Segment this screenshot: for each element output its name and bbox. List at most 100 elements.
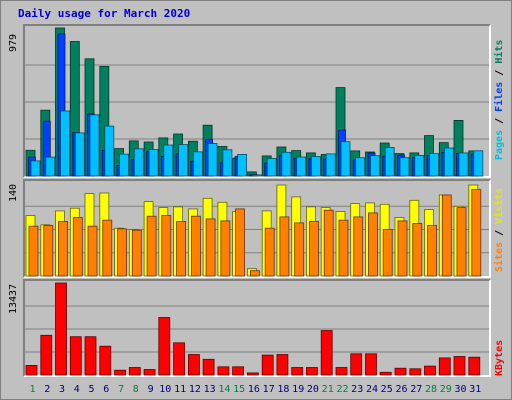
middle-bar-sites-9 <box>146 215 157 277</box>
top-bar-pages-12 <box>192 151 203 177</box>
top-bar-pages-28 <box>429 153 439 177</box>
kbytes-panel <box>23 279 491 377</box>
top-bar-pages-30 <box>458 152 469 177</box>
top-bar-pages-4 <box>74 132 85 177</box>
top-bar-pages-31 <box>473 150 484 177</box>
middle-bar-sites-2 <box>43 225 54 277</box>
top-bar-pages-19 <box>296 156 307 177</box>
hits-panel <box>23 24 491 178</box>
x-tick-label-25: 25 <box>381 384 393 395</box>
top-bar-pages-10 <box>163 144 174 177</box>
bottom-bar-kbytes-19 <box>291 367 304 376</box>
middle-legend-part-1: / <box>494 223 505 242</box>
middle-bar-sites-20 <box>308 221 319 277</box>
middle-bar-sites-26 <box>397 220 408 277</box>
x-tick-label-5: 5 <box>88 384 94 395</box>
middle-bar-sites-14 <box>220 220 231 277</box>
middle-bar-sites-19 <box>294 222 305 277</box>
x-tick-label-24: 24 <box>366 384 378 395</box>
bottom-bar-kbytes-26 <box>394 367 407 376</box>
x-tick-label-7: 7 <box>118 384 124 395</box>
middle-bar-sites-21 <box>323 209 334 277</box>
bottom-bar-kbytes-4 <box>69 336 82 376</box>
top-bar-pages-1 <box>30 160 41 177</box>
top-bar-pages-20 <box>310 156 321 177</box>
top-bar-pages-3 <box>60 110 70 177</box>
bottom-bar-kbytes-8 <box>128 367 141 376</box>
middle-bar-sites-7 <box>117 228 127 277</box>
bottom-bar-kbytes-5 <box>84 336 97 376</box>
top-bar-pages-6 <box>104 125 115 177</box>
top-bar-pages-11 <box>178 144 189 177</box>
bottom-bar-kbytes-13 <box>202 358 215 376</box>
x-tick-label-30: 30 <box>454 384 466 395</box>
top-bar-pages-23 <box>355 157 366 177</box>
top-bar-pages-25 <box>384 146 395 177</box>
top-bar-pages-16 <box>251 174 262 177</box>
x-tick-label-19: 19 <box>292 384 304 395</box>
top-bar-pages-18 <box>281 151 292 177</box>
top-legend-part-3: / <box>494 63 505 82</box>
bottom-bar-kbytes-18 <box>276 354 289 376</box>
x-tick-label-17: 17 <box>263 384 275 395</box>
middle-bar-sites-28 <box>427 225 437 277</box>
x-tick-label-15: 15 <box>233 384 245 395</box>
top-legend-part-4: Hits <box>494 39 505 64</box>
x-tick-label-26: 26 <box>395 384 407 395</box>
middle-bar-sites-6 <box>102 219 113 277</box>
middle-bar-sites-22 <box>338 219 349 277</box>
x-tick-label-23: 23 <box>351 384 363 395</box>
middle-bar-sites-17 <box>264 227 275 277</box>
x-tick-label-8: 8 <box>133 384 139 395</box>
x-tick-label-1: 1 <box>29 384 35 395</box>
chart-title: Daily usage for March 2020 <box>18 7 191 20</box>
x-tick-label-6: 6 <box>103 384 109 395</box>
x-tick-label-14: 14 <box>218 384 230 395</box>
top-bar-pages-13 <box>207 143 218 177</box>
bottom-bar-kbytes-17 <box>261 354 274 376</box>
top-bar-pages-22 <box>340 141 351 177</box>
bottom-bar-kbytes-9 <box>143 369 156 376</box>
middle-bar-sites-1 <box>28 225 39 277</box>
middle-bar-sites-15 <box>235 208 246 277</box>
bottom-bar-kbytes-23 <box>350 353 363 376</box>
x-tick-label-13: 13 <box>204 384 216 395</box>
x-tick-label-28: 28 <box>425 384 437 395</box>
x-tick-label-2: 2 <box>44 384 50 395</box>
bottom-bar-kbytes-10 <box>158 317 171 376</box>
kbytes-max-label: 13437 <box>8 283 19 314</box>
bottom-bar-kbytes-22 <box>335 367 348 376</box>
middle-bar-sites-5 <box>87 225 98 277</box>
bottom-bar-kbytes-16 <box>246 372 259 376</box>
x-tick-label-9: 9 <box>148 384 154 395</box>
top-bar-pages-5 <box>89 114 100 177</box>
middle-bar-sites-29 <box>441 194 452 277</box>
bottom-bar-kbytes-11 <box>173 342 186 376</box>
bottom-bar-kbytes-6 <box>99 345 112 376</box>
middle-bar-sites-13 <box>205 218 216 277</box>
bottom-bar-kbytes-25 <box>379 371 392 376</box>
middle-bar-sites-16 <box>249 270 260 277</box>
top-legend-part-0: Pages <box>494 129 505 160</box>
top-bar-pages-24 <box>370 155 380 177</box>
middle-bar-sites-31 <box>471 189 482 277</box>
top-bar-pages-21 <box>325 153 336 177</box>
bottom-bar-kbytes-3 <box>55 282 67 376</box>
middle-bar-sites-3 <box>58 221 68 277</box>
x-tick-label-11: 11 <box>174 384 186 395</box>
middle-bar-sites-10 <box>161 215 172 277</box>
top-legend-part-2: Files <box>494 81 505 112</box>
x-tick-label-12: 12 <box>189 384 201 395</box>
bottom-bar-kbytes-21 <box>320 330 333 376</box>
hits-max-label: 979 <box>8 33 19 52</box>
middle-bar-sites-25 <box>382 229 393 277</box>
bottom-bar-kbytes-12 <box>187 354 200 376</box>
top-legend-part-1: / <box>494 111 505 130</box>
middle-legend-part-2: Visits <box>494 187 505 224</box>
x-tick-label-4: 4 <box>74 384 80 395</box>
bottom-bar-kbytes-15 <box>232 366 245 376</box>
top-bar-pages-14 <box>222 149 233 177</box>
top-bar-pages-29 <box>443 147 454 177</box>
x-tick-label-29: 29 <box>440 384 452 395</box>
middle-bar-sites-18 <box>279 216 290 277</box>
